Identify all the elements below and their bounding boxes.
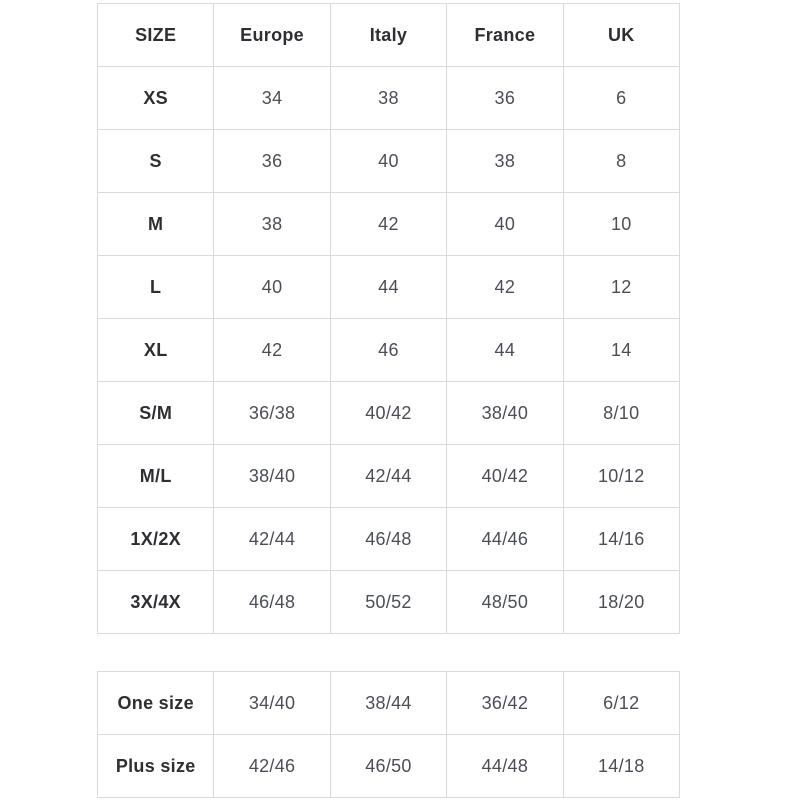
table-cell: 40/42 (446, 444, 564, 508)
table-row-m: M 38 42 40 10 (96, 192, 681, 256)
row-label: M (96, 192, 215, 256)
row-label: S (96, 129, 215, 193)
table-cell: 40 (446, 192, 564, 256)
table-cell: 44 (329, 255, 448, 319)
table-cell: 42/44 (213, 507, 331, 571)
row-label: XS (96, 66, 215, 130)
header-row: SIZE Europe Italy France UK (96, 3, 681, 67)
table-row-xl: XL 42 46 44 14 (96, 318, 681, 382)
table-cell: 6/12 (562, 671, 681, 735)
table-cell: 36 (213, 129, 331, 193)
table-cell: 42 (213, 318, 331, 382)
table-cell: 38 (446, 129, 564, 193)
table-cell: 36 (446, 66, 564, 130)
table-cell: 38 (213, 192, 331, 256)
table-cell: 40 (213, 255, 331, 319)
tables-container: SIZE Europe Italy France UK XS 34 38 36 … (96, 3, 681, 798)
table-cell: 34 (213, 66, 331, 130)
table-row-sm: S/M 36/38 40/42 38/40 8/10 (96, 381, 681, 445)
table-cell: 40 (329, 129, 448, 193)
table-row-one-size: One size 34/40 38/44 36/42 6/12 (96, 671, 681, 735)
table-cell: 42/44 (329, 444, 448, 508)
header-cell-europe: Europe (213, 3, 331, 67)
table-row-1x2x: 1X/2X 42/44 46/48 44/46 14/16 (96, 507, 681, 571)
table-row-plus-size: Plus size 42/46 46/50 44/48 14/18 (96, 734, 681, 798)
table-cell: 8 (562, 129, 681, 193)
table-row-3x4x: 3X/4X 46/48 50/52 48/50 18/20 (96, 570, 681, 634)
table-cell: 14/18 (562, 734, 681, 798)
table-cell: 14 (562, 318, 681, 382)
table-cell: 42 (329, 192, 448, 256)
table-cell: 6 (562, 66, 681, 130)
row-label: L (96, 255, 215, 319)
header-cell-size: SIZE (96, 3, 215, 67)
table-row-ml: M/L 38/40 42/44 40/42 10/12 (96, 444, 681, 508)
table-row-s: S 36 40 38 8 (96, 129, 681, 193)
table-cell: 12 (562, 255, 681, 319)
row-label: 3X/4X (96, 570, 215, 634)
row-label: XL (96, 318, 215, 382)
size-conversion-table: SIZE Europe Italy France UK XS 34 38 36 … (96, 3, 681, 634)
table-cell: 34/40 (213, 671, 331, 735)
table-cell: 8/10 (562, 381, 681, 445)
table-cell: 48/50 (446, 570, 564, 634)
special-sizes-table: One size 34/40 38/44 36/42 6/12 Plus siz… (96, 671, 681, 798)
table-cell: 44/46 (446, 507, 564, 571)
table-cell: 36/38 (213, 381, 331, 445)
table-cell: 46/48 (329, 507, 448, 571)
table-cell: 38 (329, 66, 448, 130)
table-cell: 10/12 (562, 444, 681, 508)
table-cell: 18/20 (562, 570, 681, 634)
row-label: S/M (96, 381, 215, 445)
table-cell: 50/52 (329, 570, 448, 634)
header-cell-uk: UK (562, 3, 681, 67)
table-cell: 42/46 (213, 734, 331, 798)
table-row-l: L 40 44 42 12 (96, 255, 681, 319)
table-cell: 36/42 (446, 671, 564, 735)
header-cell-italy: Italy (329, 3, 448, 67)
row-label: Plus size (96, 734, 215, 798)
table-cell: 46 (329, 318, 448, 382)
header-cell-france: France (446, 3, 564, 67)
table-cell: 38/40 (446, 381, 564, 445)
table-cell: 40/42 (329, 381, 448, 445)
table-cell: 10 (562, 192, 681, 256)
table-cell: 44 (446, 318, 564, 382)
table-cell: 42 (446, 255, 564, 319)
table-row-xs: XS 34 38 36 6 (96, 66, 681, 130)
row-label: One size (96, 671, 215, 735)
table-cell: 44/48 (446, 734, 564, 798)
table-cell: 14/16 (562, 507, 681, 571)
table-cell: 38/40 (213, 444, 331, 508)
row-label: M/L (96, 444, 215, 508)
table-cell: 46/50 (329, 734, 448, 798)
table-cell: 38/44 (329, 671, 448, 735)
table-cell: 46/48 (213, 570, 331, 634)
row-label: 1X/2X (96, 507, 215, 571)
